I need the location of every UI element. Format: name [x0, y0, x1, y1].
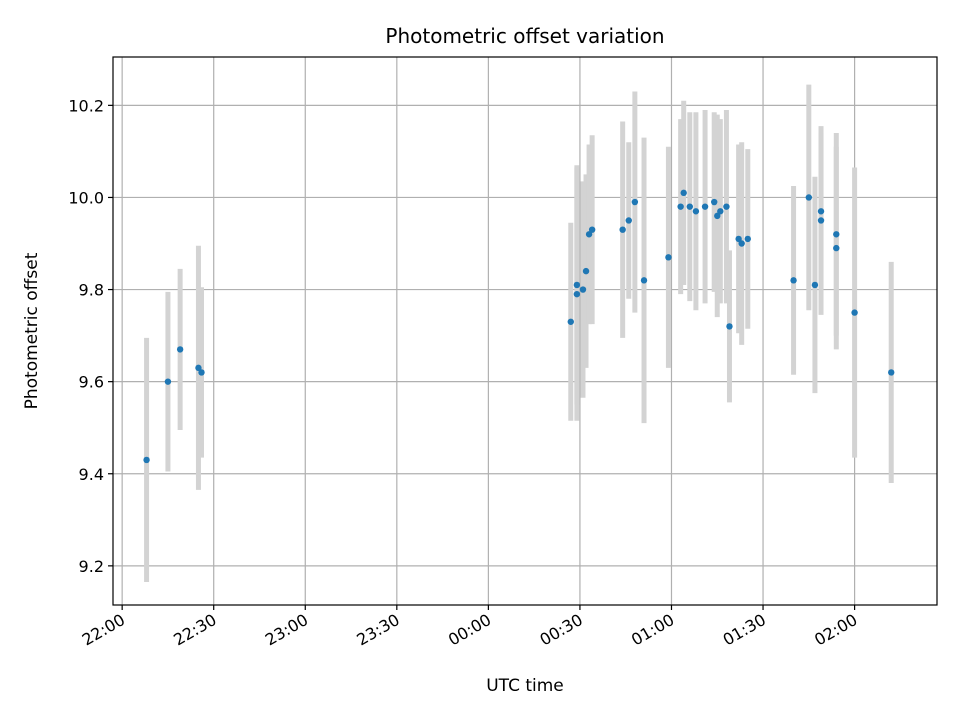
data-point [714, 212, 721, 220]
data-point [619, 226, 626, 233]
y-tick-label: 9.6 [79, 373, 104, 392]
plot-frame [112, 56, 938, 606]
y-axis-label: Photometric offset [22, 252, 42, 409]
y-tick-label: 9.4 [79, 465, 104, 484]
data-point [701, 203, 709, 210]
data-point [585, 231, 593, 238]
data-point [143, 456, 150, 464]
data-point [811, 281, 819, 289]
data-point [677, 203, 684, 210]
data-point [588, 226, 596, 233]
data-point [176, 346, 184, 353]
data-point [567, 318, 574, 325]
y-tick-label: 10.2 [68, 96, 104, 115]
data-point [579, 286, 587, 293]
data-point [164, 378, 172, 385]
y-axis: 9.2 9.4 9.6 9.8 10.0 10.2 [68, 96, 113, 576]
data-point [851, 309, 858, 316]
data-point [735, 235, 742, 243]
data-points [143, 189, 895, 464]
y-tick-label: 10.0 [68, 188, 104, 207]
data-point [817, 217, 825, 224]
y-tick-label: 9.2 [79, 557, 104, 576]
chart-title: Photometric offset variation [385, 24, 664, 48]
data-point [744, 235, 751, 243]
data-point [582, 267, 590, 275]
data-point [198, 369, 205, 376]
data-point [888, 369, 895, 376]
data-point [195, 364, 202, 372]
plot-area [113, 57, 937, 605]
data-point [680, 189, 687, 197]
data-point [833, 231, 840, 238]
data-point [833, 244, 840, 252]
data-point [726, 323, 733, 330]
data-point [738, 240, 745, 247]
data-point [817, 208, 825, 215]
data-point [711, 198, 718, 206]
x-axis-label: UTC time [486, 676, 564, 696]
data-point [573, 281, 581, 289]
data-point [665, 254, 672, 261]
data-point [631, 198, 639, 206]
y-tick-label: 9.8 [79, 281, 104, 300]
data-point [692, 208, 700, 215]
data-point [790, 277, 797, 284]
data-point [686, 203, 693, 210]
data-point [805, 194, 813, 201]
data-point [640, 277, 648, 284]
grid [113, 57, 937, 605]
data-point [573, 290, 581, 298]
data-point [625, 217, 632, 224]
data-point [717, 208, 724, 215]
data-point [723, 203, 730, 210]
